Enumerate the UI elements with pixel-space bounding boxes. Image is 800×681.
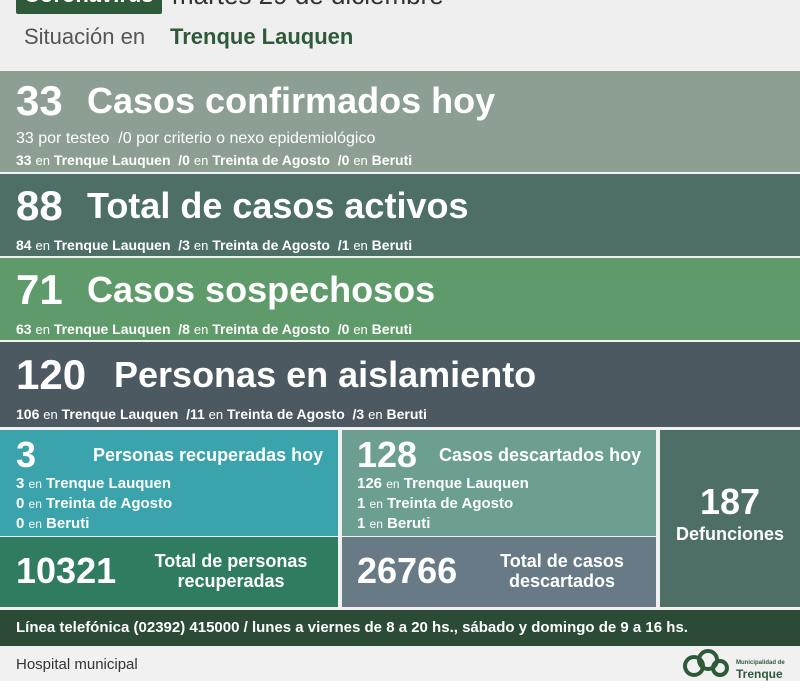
recovered-today-line: 0 en Beruti (16, 515, 90, 532)
recovered-total-title-line1: Total de personas (154, 551, 308, 571)
discarded-today-line: 1 en Treinta de Agosto (357, 495, 514, 512)
recovered-today-title: Personas recuperadas hoy (93, 445, 324, 465)
discarded-today-line: 1 en Beruti (357, 515, 431, 532)
confirmed-breakdown-line1: 33 por testeo /0 por criterio o nexo epi… (16, 130, 376, 147)
confirmed-count: 33 (16, 77, 63, 124)
active-breakdown: 84 en Trenque Lauquen /3 en Treinta de A… (16, 237, 413, 253)
municipality-logo-icon (683, 649, 729, 677)
deaths-label: Defunciones (675, 524, 785, 544)
isolation-breakdown: 106 en Trenque Lauquen /11 en Treinta de… (16, 406, 427, 422)
confirmed-title: Casos confirmados hoy (87, 80, 496, 121)
situation-label: Situación en (24, 24, 146, 49)
suspected-breakdown: 63 en Trenque Lauquen /8 en Treinta de A… (16, 321, 413, 337)
discarded-today-count: 128 (357, 434, 418, 475)
recovered-today-count: 3 (16, 434, 37, 475)
hospital-label: Hospital municipal (16, 656, 138, 673)
active-band (0, 174, 800, 256)
discarded-total-count: 26766 (357, 550, 458, 591)
deaths-panel (660, 430, 800, 607)
logo-text-big: Trenque (736, 667, 783, 681)
coronavirus-tag (16, 0, 162, 14)
phone-info: Línea telefónica (02392) 415000 / lunes … (16, 619, 688, 636)
active-title: Total de casos activos (87, 185, 469, 226)
discarded-today-line: 126 en Trenque Lauquen (357, 475, 529, 492)
phone-bar (0, 610, 800, 646)
active-count: 88 (16, 182, 63, 229)
recovered-today-line: 3 en Trenque Lauquen (16, 475, 172, 492)
recovered-total-panel (0, 537, 338, 607)
coronavirus-tag-label: Coronavirus (24, 0, 154, 8)
suspected-band (0, 258, 800, 340)
deaths-count: 187 (699, 481, 761, 522)
situation-city: Trenque Lauquen (170, 24, 354, 49)
recovered-today-line: 0 en Treinta de Agosto (16, 495, 173, 512)
confirmed-band (0, 71, 800, 172)
logo-text-small: Municipalidad de (736, 660, 785, 666)
discarded-total-title-line2: descartados (508, 571, 616, 591)
recovered-total-count: 10321 (16, 550, 117, 591)
discarded-total-title-line1: Total de casos (500, 551, 624, 571)
discarded-today-panel (342, 430, 656, 536)
discarded-today-title: Casos descartados hoy (439, 445, 642, 465)
header-date: martes 29 de diciembre (172, 0, 444, 11)
suspected-count: 71 (16, 266, 63, 313)
isolation-band (0, 342, 800, 427)
isolation-count: 120 (16, 351, 87, 398)
isolation-title: Personas en aislamiento (114, 354, 537, 395)
recovered-total-title-line2: recuperadas (177, 571, 285, 591)
confirmed-breakdown-line2: 33 en Trenque Lauquen /0 en Treinta de A… (16, 152, 413, 168)
suspected-title: Casos sospechosos (87, 269, 436, 310)
discarded-total-panel (342, 537, 656, 607)
recovered-today-panel (0, 430, 338, 536)
